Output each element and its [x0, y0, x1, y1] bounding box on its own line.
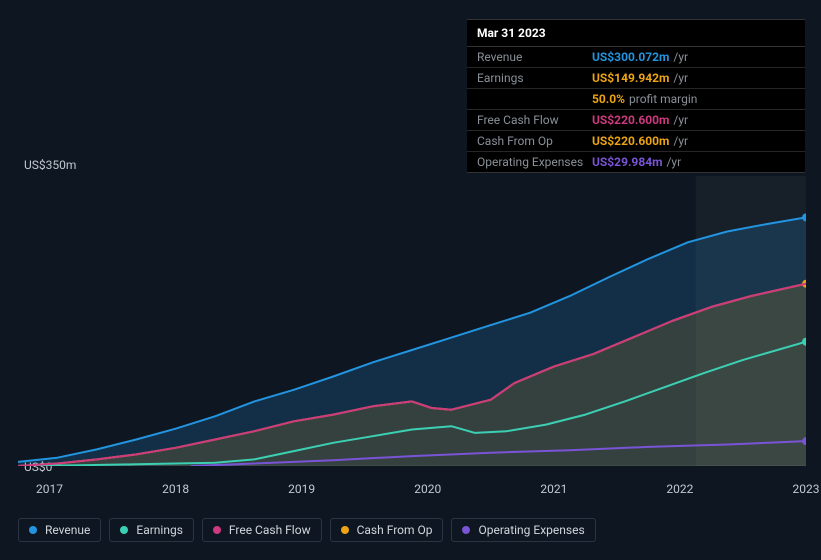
financial-chart-stage: Mar 31 2023 RevenueUS$300.072m/yrEarning… [0, 0, 821, 560]
x-axis-label: 2018 [162, 482, 189, 496]
tooltip-row-value: 50.0% [592, 92, 625, 106]
tooltip-row: Operating ExpensesUS$29.984m/yr [467, 152, 805, 172]
tooltip-row: RevenueUS$300.072m/yr [467, 47, 805, 68]
legend-swatch-icon [213, 526, 221, 534]
x-axis-label: 2021 [540, 482, 567, 496]
tooltip-row-label: Revenue [477, 50, 592, 64]
legend-item-label: Revenue [45, 523, 90, 537]
tooltip-row-value: US$220.600m [592, 134, 669, 148]
tooltip-row-unit: /yr [673, 113, 688, 127]
tooltip-row-unit: /yr [673, 71, 688, 85]
legend-item-label: Operating Expenses [478, 523, 584, 537]
legend-swatch-icon [462, 526, 470, 534]
x-axis-label: 2019 [288, 482, 315, 496]
tooltip-row-unit: profit margin [629, 92, 697, 106]
chart-plot-area[interactable] [18, 176, 806, 466]
x-axis-label: 2020 [414, 482, 441, 496]
chart-svg [18, 176, 806, 466]
tooltip-row-unit: /yr [673, 134, 688, 148]
tooltip-row-label: Free Cash Flow [477, 113, 592, 127]
tooltip-row: EarningsUS$149.942m/yr [467, 68, 805, 89]
legend-swatch-icon [29, 526, 37, 534]
x-axis-label: 2022 [666, 482, 693, 496]
legend-swatch-icon [120, 526, 128, 534]
tooltip-row-label: Earnings [477, 71, 592, 85]
tooltip-row-value: US$149.942m [592, 71, 669, 85]
chart-legend: Revenue Earnings Free Cash Flow Cash From O… [18, 518, 596, 542]
legend-item-operating_expenses[interactable]: Operating Expenses [451, 518, 595, 542]
tooltip-row: Free Cash FlowUS$220.600m/yr [467, 110, 805, 131]
x-axis-label: 2023 [793, 482, 820, 496]
tooltip-row-label: Cash From Op [477, 134, 592, 148]
legend-item-free_cash_flow[interactable]: Free Cash Flow [202, 518, 322, 542]
legend-item-label: Free Cash Flow [229, 523, 311, 537]
tooltip-row: 50.0% profit margin [467, 89, 805, 110]
tooltip-row-unit: /yr [666, 155, 681, 169]
legend-item-label: Earnings [136, 523, 183, 537]
tooltip-row-value: US$300.072m [592, 50, 669, 64]
legend-item-earnings[interactable]: Earnings [109, 518, 194, 542]
tooltip-rows: RevenueUS$300.072m/yrEarningsUS$149.942m… [467, 47, 805, 172]
tooltip-row-unit: /yr [673, 50, 688, 64]
tooltip-row-value: US$220.600m [592, 113, 669, 127]
chart-tooltip: Mar 31 2023 RevenueUS$300.072m/yrEarning… [467, 19, 805, 173]
y-axis-max-label: US$350m [24, 158, 76, 172]
legend-item-label: Cash From Op [357, 523, 433, 537]
tooltip-date: Mar 31 2023 [467, 20, 805, 47]
legend-item-revenue[interactable]: Revenue [18, 518, 101, 542]
legend-swatch-icon [341, 526, 349, 534]
tooltip-row: Cash From OpUS$220.600m/yr [467, 131, 805, 152]
tooltip-row-value: US$29.984m [592, 155, 662, 169]
tooltip-row-label: Operating Expenses [477, 155, 592, 169]
x-axis-label: 2017 [36, 482, 63, 496]
legend-item-cash_from_op[interactable]: Cash From Op [330, 518, 444, 542]
